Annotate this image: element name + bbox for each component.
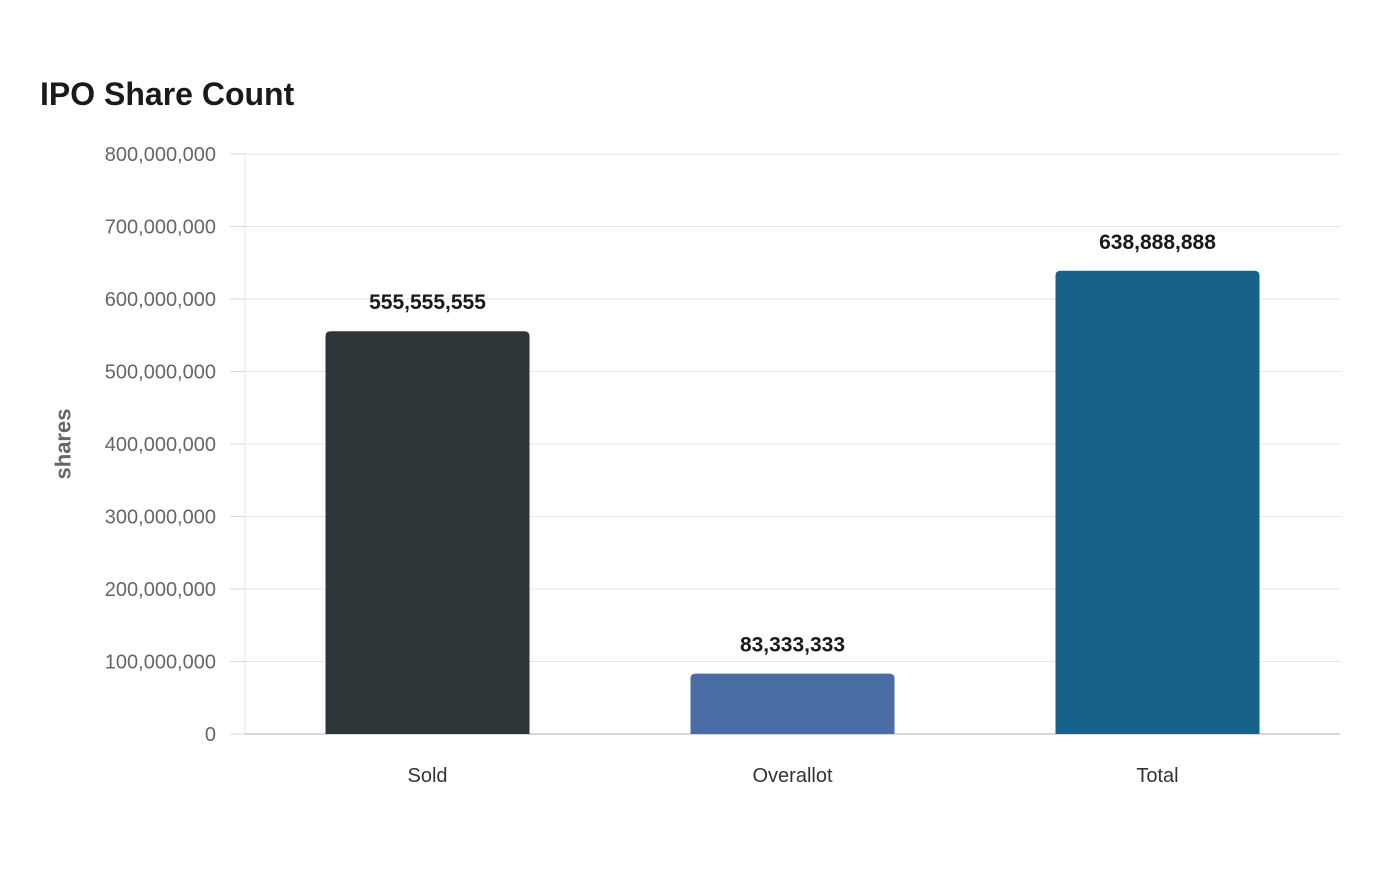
y-tick-label: 0 bbox=[205, 724, 216, 746]
y-tick-label: 600,000,000 bbox=[105, 289, 216, 311]
y-tick-label: 500,000,000 bbox=[105, 362, 216, 384]
bar bbox=[1055, 270, 1260, 734]
bar bbox=[325, 331, 530, 734]
chart-title: IPO Share Count bbox=[40, 76, 295, 112]
y-tick-label: 200,000,000 bbox=[105, 579, 216, 601]
axis-layer: 0 100,000,000 200,000,000 300,000,000 400,00… bbox=[105, 144, 1340, 746]
y-tick-label: 100,000,000 bbox=[105, 652, 216, 674]
label-layer: 555,555,555 Sold 83,333,333 Overallot 638,88… bbox=[369, 231, 1216, 787]
x-tick-label: Total bbox=[1136, 765, 1178, 787]
data-label: 555,555,555 bbox=[369, 291, 486, 314]
bar-layer bbox=[325, 270, 1260, 734]
x-tick-label: Sold bbox=[407, 765, 447, 787]
y-tick-label: 300,000,000 bbox=[105, 507, 216, 529]
y-axis-title: shares bbox=[51, 409, 76, 480]
y-tick-label: 700,000,000 bbox=[105, 217, 216, 239]
bar bbox=[690, 673, 895, 734]
y-tick-label: 400,000,000 bbox=[105, 434, 216, 456]
data-label: 638,888,888 bbox=[1099, 231, 1216, 254]
y-tick-label: 800,000,000 bbox=[105, 144, 216, 166]
data-label: 83,333,333 bbox=[740, 634, 845, 657]
x-tick-label: Overallot bbox=[752, 765, 832, 787]
